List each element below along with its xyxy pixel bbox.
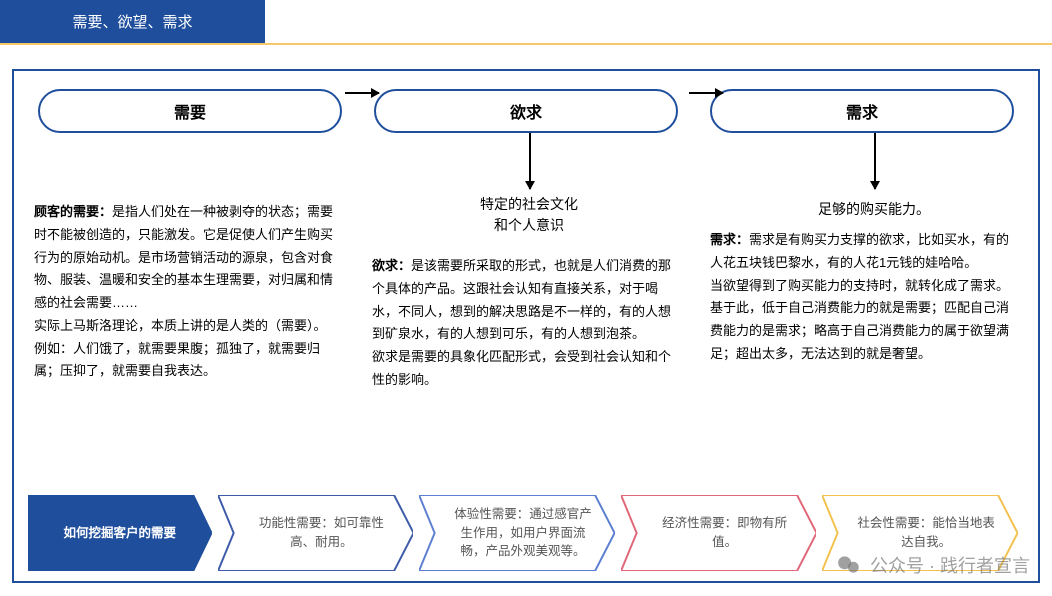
desc-need-body: 是指人们处在一种被剥夺的状态；需要时不能被创造的，只能激发。它是促使人们产生购买… [34,204,333,378]
desc-demand-label: 需求： [710,232,749,247]
page-title-tab: 需要、欲望、需求 [0,0,265,43]
desc-want: 欲求：是该需要所采取的形式，也就是人们消费的那个具体的产品。这跟社会认知有直接关… [372,229,680,392]
arrow-want-down [529,133,531,189]
desc-demand: 需求：需求是有购买力支撑的欲求，比如买水，有的人花五块钱巴黎水，有的人花1元钱的… [710,229,1018,392]
chevron-0-label: 如何挖掘客户的需要 [64,524,177,543]
chevron-1: 功能性需要：如可靠性高、耐用。 [218,495,414,571]
chevron-3: 经济性需要：即物有所值。 [621,495,817,571]
annotation-demand: 足够的购买能力。 [784,199,964,220]
desc-want-body: 是该需要所采取的形式，也就是人们消费的那个具体的产品。这跟社会认知有直接关系，对… [372,258,671,387]
node-need-label: 需要 [174,99,206,123]
arrow-need-to-want [345,92,379,94]
node-want: 欲求 [374,89,678,133]
chevron-0: 如何挖掘客户的需要 [28,495,212,571]
chevron-3-label: 经济性需要：即物有所值。 [651,514,799,552]
node-demand-label: 需求 [846,99,878,123]
chevron-1-label: 功能性需要：如可靠性高、耐用。 [248,514,396,552]
desc-need: 顾客的需要：是指人们处在一种被剥夺的状态；需要时不能被创造的，只能激发。它是促使… [34,201,342,392]
node-need: 需要 [38,89,342,133]
node-want-label: 欲求 [510,99,542,123]
header: 需要、欲望、需求 [0,0,1052,45]
annotation-want-text: 特定的社会文化和个人意识 [480,196,578,233]
arrow-demand-down [874,133,876,189]
chevron-4: 社会性需要：能恰当地表达自我。 [822,495,1018,571]
desc-need-label: 顾客的需要： [34,204,112,219]
annotation-want: 特定的社会文化和个人意识 [444,194,614,236]
chevron-row: 如何挖掘客户的需要 功能性需要：如可靠性高、耐用。 体验性需要：通过感官产生作用，如… [28,495,1024,571]
desc-demand-body: 需求是有购买力支撑的欲求，比如买水，有的人花五块钱巴黎水，有的人花1元钱的娃哈哈… [710,232,1009,361]
descriptions-row: 顾客的需要：是指人们处在一种被剥夺的状态；需要时不能被创造的，只能激发。它是促使… [28,229,1024,392]
content-frame: 需要 欲求 需求 特定的社会文化和个人意识 足够的购买能力。 顾客的需要：是指人… [12,69,1040,583]
arrow-want-to-demand [689,92,723,94]
node-demand: 需求 [710,89,1014,133]
chevron-2-label: 体验性需要：通过感官产生作用，如用户界面流畅，产品外观美观等。 [449,505,597,561]
concept-flow-row: 需要 欲求 需求 [28,89,1024,133]
page-title: 需要、欲望、需求 [72,11,192,32]
chevron-2: 体验性需要：通过感官产生作用，如用户界面流畅，产品外观美观等。 [419,495,615,571]
desc-want-label: 欲求： [372,258,411,273]
annotation-demand-text: 足够的购买能力。 [818,201,930,217]
chevron-4-label: 社会性需要：能恰当地表达自我。 [852,514,1000,552]
